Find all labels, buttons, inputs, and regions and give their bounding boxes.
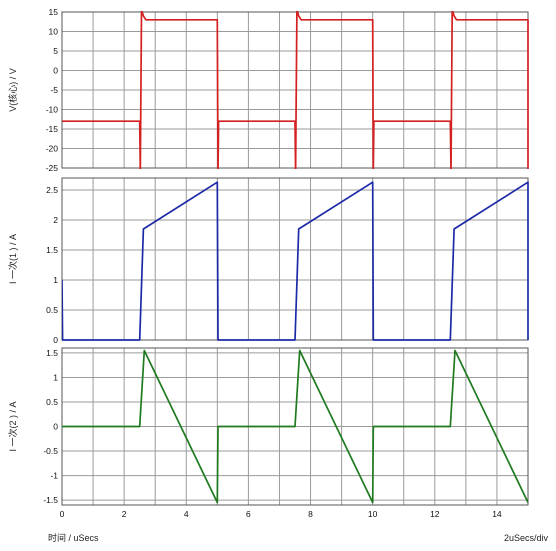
y-tick-label: 0.5 xyxy=(46,305,58,315)
waveform-line xyxy=(62,349,529,504)
y-tick-label: 5 xyxy=(53,46,58,56)
y-tick-label: 1 xyxy=(53,275,58,285)
y-tick-label: 0 xyxy=(53,66,58,76)
y-tick-label: 0.5 xyxy=(46,397,58,407)
y-tick-label: -1.5 xyxy=(43,495,58,505)
y-axis-label: V(核心) / V xyxy=(7,68,18,112)
voltage-panel: 15 10 5 0 -5 -10 -15 -20 -25 V(核心) / V xyxy=(7,7,529,173)
y-tick-label: 1.5 xyxy=(46,245,58,255)
y-tick-label: -20 xyxy=(46,144,59,154)
y-tick-label: 2.5 xyxy=(46,185,58,195)
primary-current-panel: 2.5 2 1.5 1 0.5 0 I 一次(1 ) / A xyxy=(7,177,529,345)
y-tick-label: -15 xyxy=(46,124,59,134)
x-tick-label: 12 xyxy=(430,509,440,519)
x-axis-label: 时间 / uSecs xyxy=(48,532,99,543)
y-tick-label: 15 xyxy=(49,7,59,17)
y-axis-label: I 一次(1 ) / A xyxy=(7,234,18,284)
y-tick-label: -5 xyxy=(50,85,58,95)
x-tick-label: 4 xyxy=(184,509,189,519)
secondary-current-panel: 1.5 1 0.5 0 -0.5 -1 -1.5 I 一次(2 ) / A 0 2 4 6 8 10 12 1… xyxy=(7,347,529,519)
timebase-label: 2uSecs/div xyxy=(504,533,549,543)
y-tick-label: 1.5 xyxy=(46,348,58,358)
y-axis-label: I 一次(2 ) / A xyxy=(7,401,18,451)
x-tick-label: 8 xyxy=(308,509,313,519)
y-tick-label: -25 xyxy=(46,163,59,173)
y-tick-label: 0 xyxy=(53,335,58,345)
y-tick-label: 10 xyxy=(49,27,59,37)
x-tick-label: 14 xyxy=(492,509,502,519)
y-tick-label: 2 xyxy=(53,215,58,225)
waveform-line xyxy=(62,181,529,341)
y-tick-label: -10 xyxy=(46,105,59,115)
x-tick-label: 2 xyxy=(122,509,127,519)
x-tick-label: 6 xyxy=(246,509,251,519)
y-tick-label: 1 xyxy=(53,372,58,382)
x-tick-label: 10 xyxy=(368,509,378,519)
y-tick-label: -0.5 xyxy=(43,446,58,456)
y-tick-label: 0 xyxy=(53,422,58,432)
waveform-line xyxy=(62,11,529,169)
y-tick-label: -1 xyxy=(50,471,58,481)
x-tick-label: 0 xyxy=(60,509,65,519)
